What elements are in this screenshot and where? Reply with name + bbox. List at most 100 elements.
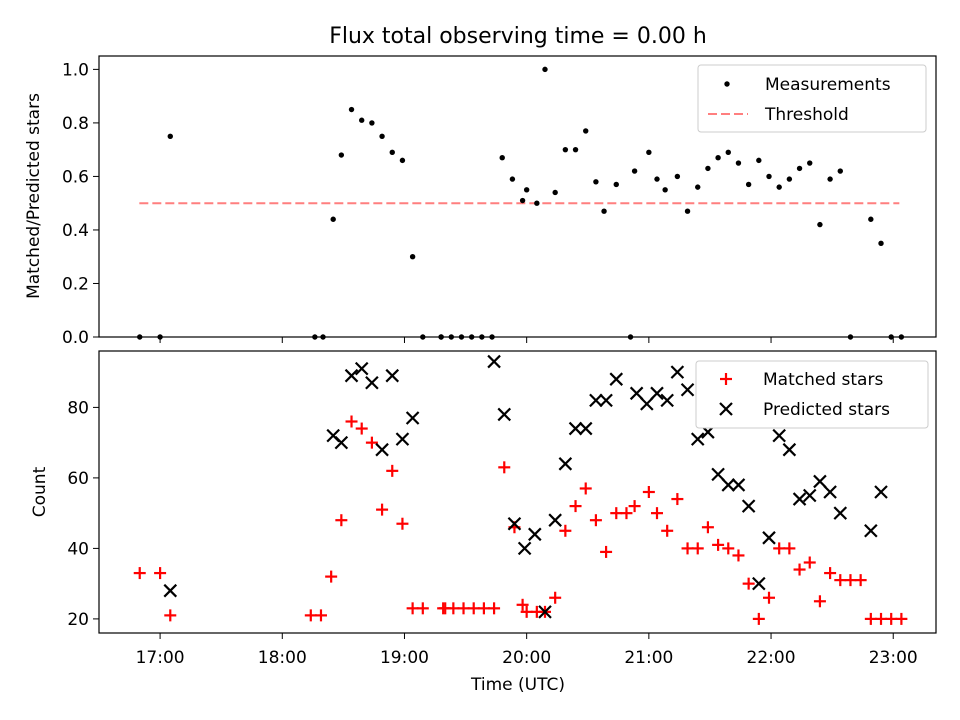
measurements-panel: Matched/Predicted stars 0.0 0.2 0.4 0.6 0.8 1… <box>24 55 937 348</box>
predicted-star-point <box>762 531 776 545</box>
matched-star-point <box>355 422 368 435</box>
predicted-star-point <box>528 527 542 542</box>
predicted-star-point <box>823 485 837 499</box>
top-ytick-label: 0.6 <box>62 167 89 187</box>
measurement-points <box>137 66 905 340</box>
x-stroke <box>589 393 603 408</box>
matched-star-point <box>365 436 378 449</box>
measurement-point <box>330 216 336 222</box>
x-stroke <box>568 421 583 436</box>
x-stroke <box>599 393 613 408</box>
matched-star-point <box>133 567 146 580</box>
matched-star-point <box>549 591 562 604</box>
measurement-point <box>662 187 668 193</box>
top-y-axis-label: Matched/Predicted stars <box>24 93 44 299</box>
measurement-point <box>509 176 516 182</box>
measurement-point <box>137 334 143 340</box>
matched-star-point <box>416 602 429 615</box>
bottom-xtick-label: 18:00 <box>258 648 307 668</box>
predicted-star-point <box>365 375 379 390</box>
x-stroke <box>762 531 776 545</box>
matched-star-point <box>579 482 592 495</box>
measurement-point <box>654 176 660 182</box>
measurement-point <box>593 179 599 185</box>
matched-star-point <box>803 556 816 569</box>
predicted-star-point <box>741 499 756 513</box>
chart-title: Flux total observing time = 0.00 h <box>329 24 707 49</box>
matched-star-point <box>854 574 867 587</box>
x-stroke <box>354 361 369 376</box>
x-stroke <box>711 467 725 482</box>
measurement-point <box>817 221 823 228</box>
measurement-point <box>888 334 894 340</box>
matched-star-point <box>467 602 480 615</box>
matched-star-point <box>885 612 898 625</box>
predicted-star-point <box>354 361 369 376</box>
x-stroke <box>782 442 797 457</box>
bottom-ytick-label: 60 <box>67 469 89 489</box>
measurement-point <box>479 334 485 340</box>
measurement-point <box>320 334 326 340</box>
top-legend: Measurements Threshold <box>697 64 927 133</box>
x-stroke <box>660 393 674 408</box>
predicted-star-point <box>487 354 501 369</box>
measurement-point <box>766 173 772 180</box>
matched-star-point <box>681 542 694 555</box>
x-stroke <box>517 541 532 556</box>
measurement-point <box>399 157 406 164</box>
measurement-point <box>837 168 843 174</box>
predicted-star-point <box>802 488 817 503</box>
x-stroke <box>528 527 542 542</box>
matched-star-point <box>457 602 470 615</box>
measurement-point <box>409 254 416 260</box>
matched-star-point <box>447 602 460 615</box>
measurement-point <box>674 173 681 180</box>
top-y-ticks: 0.0 0.2 0.4 0.6 0.8 1.0 <box>62 60 99 348</box>
x-stroke <box>344 368 359 383</box>
matched-star-point <box>376 503 389 516</box>
bottom-x-ticks: 17:00 18:00 19:00 20:00 21:00 22:00 23:00 <box>136 633 918 668</box>
matched-star-point <box>488 602 501 615</box>
bottom-y-ticks: 20 40 60 80 <box>67 398 99 630</box>
measurement-point <box>489 334 495 340</box>
predicted-star-point <box>711 467 725 482</box>
matched-star-point <box>628 500 641 513</box>
measurement-point <box>167 133 173 139</box>
matched-star-point <box>671 493 684 506</box>
matched-star-point <box>589 514 602 527</box>
measurement-point <box>562 146 569 153</box>
x-stroke <box>640 397 654 411</box>
counts-panel: Count Time (UTC) 20 40 60 80 17:00 18:00 19:0… <box>30 350 937 695</box>
predicted-star-point <box>344 368 359 383</box>
legend-marker-predicted <box>719 402 733 416</box>
top-ytick-label: 0.2 <box>62 274 89 294</box>
predicted-star-point <box>731 478 746 492</box>
predicted-star-point <box>690 432 705 446</box>
measurement-point <box>847 334 854 340</box>
top-ytick-label: 0.0 <box>62 328 89 348</box>
x-stroke <box>802 488 817 503</box>
measurement-point <box>705 165 711 172</box>
matched-star-point <box>164 609 177 622</box>
measurement-point <box>725 149 731 156</box>
measurement-point <box>157 334 163 340</box>
predicted-star-point <box>721 478 736 492</box>
matched-star-point <box>569 500 582 513</box>
matched-star-point <box>498 461 511 474</box>
bottom-xtick-label: 20:00 <box>502 648 551 668</box>
predicted-star-point <box>517 541 532 556</box>
bottom-y-axis-label: Count <box>30 466 50 517</box>
matched-star-point <box>154 567 167 580</box>
measurement-point <box>715 154 721 161</box>
x-stroke <box>772 428 786 443</box>
measurement-point <box>359 117 365 123</box>
legend-marker-matched <box>720 373 732 385</box>
x-stroke <box>823 485 837 499</box>
predicted-star-point <box>578 421 593 436</box>
measurement-point <box>646 149 652 156</box>
measurement-point <box>468 334 475 340</box>
matched-star-point <box>844 574 857 587</box>
matched-star-point <box>722 542 735 555</box>
matched-star-point <box>813 595 826 608</box>
